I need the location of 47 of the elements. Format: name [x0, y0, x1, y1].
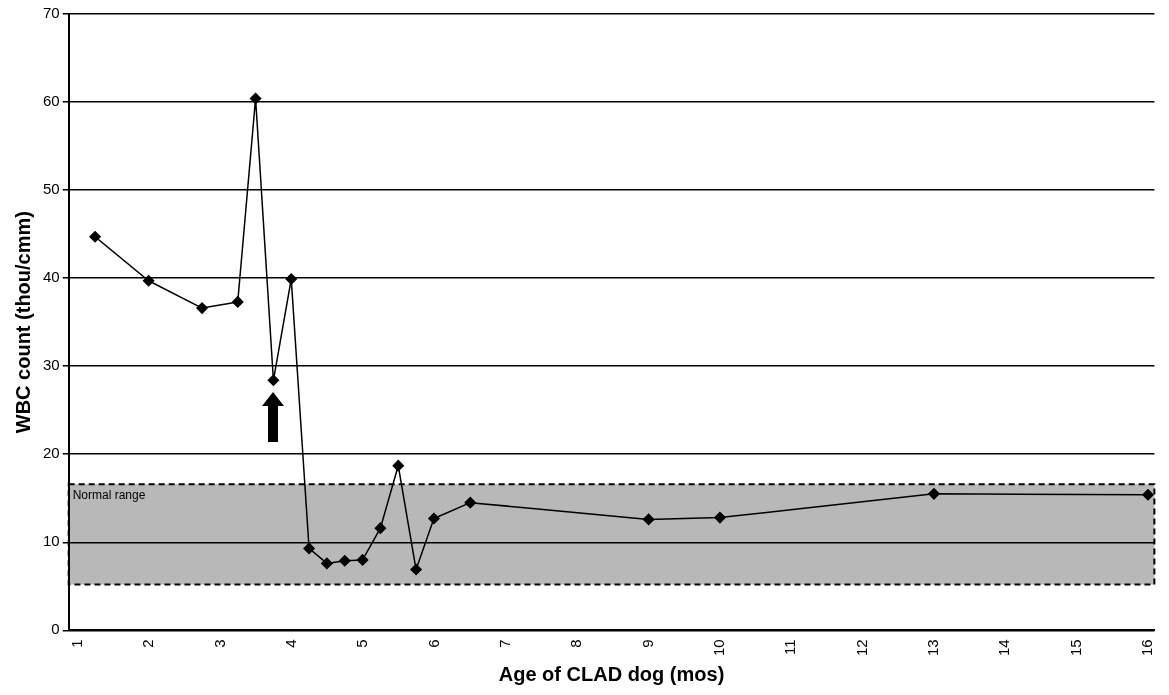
point	[249, 92, 262, 105]
x-tick-label: 1	[68, 639, 86, 648]
point	[142, 275, 155, 287]
point	[374, 522, 387, 534]
point	[642, 513, 655, 526]
point	[410, 563, 422, 576]
x-tick-label: 5	[353, 639, 371, 648]
x-tick-label: 10	[710, 639, 728, 656]
point	[392, 459, 404, 472]
x-tick-label: 9	[638, 639, 656, 648]
y-tick-label: 20	[43, 444, 60, 462]
point	[196, 302, 208, 314]
point	[89, 231, 101, 243]
point	[428, 512, 440, 525]
x-tick-label: 14	[995, 639, 1013, 656]
x-tick-label: 4	[282, 639, 300, 648]
point	[714, 511, 726, 524]
y-tick-label: 50	[43, 180, 60, 198]
x-tick-label: 16	[1138, 639, 1156, 656]
x-tick-label: 6	[424, 639, 442, 648]
point	[285, 273, 297, 285]
point	[303, 542, 315, 555]
x-tick-label: 2	[139, 639, 157, 648]
point	[356, 554, 369, 566]
point	[464, 496, 477, 509]
point	[267, 374, 280, 387]
point	[321, 557, 333, 570]
x-tick-label: 15	[1066, 639, 1084, 656]
y-tick-label: 70	[43, 4, 60, 22]
y-tick-label: 10	[43, 532, 60, 550]
y-axis-title: WBC count (thou/cmm)	[11, 211, 34, 434]
point	[928, 488, 940, 500]
x-tick-label: 3	[210, 639, 228, 648]
y-tick-label: 30	[43, 356, 60, 374]
point	[1142, 488, 1154, 501]
x-tick-label: 13	[924, 639, 942, 656]
x-tick-label: 7	[496, 639, 514, 648]
point	[339, 555, 351, 567]
x-tick-label: 11	[781, 639, 799, 655]
y-tick-label: 0	[51, 620, 60, 638]
x-tick-label: 12	[852, 639, 870, 656]
x-tick-label: 8	[567, 639, 585, 648]
y-tick-label: 60	[43, 92, 60, 110]
band-label: Normal range	[72, 488, 146, 503]
x-axis-title: Age of CLAD dog (mos)	[498, 662, 725, 685]
point	[232, 296, 244, 308]
y-tick-label: 40	[43, 268, 60, 286]
